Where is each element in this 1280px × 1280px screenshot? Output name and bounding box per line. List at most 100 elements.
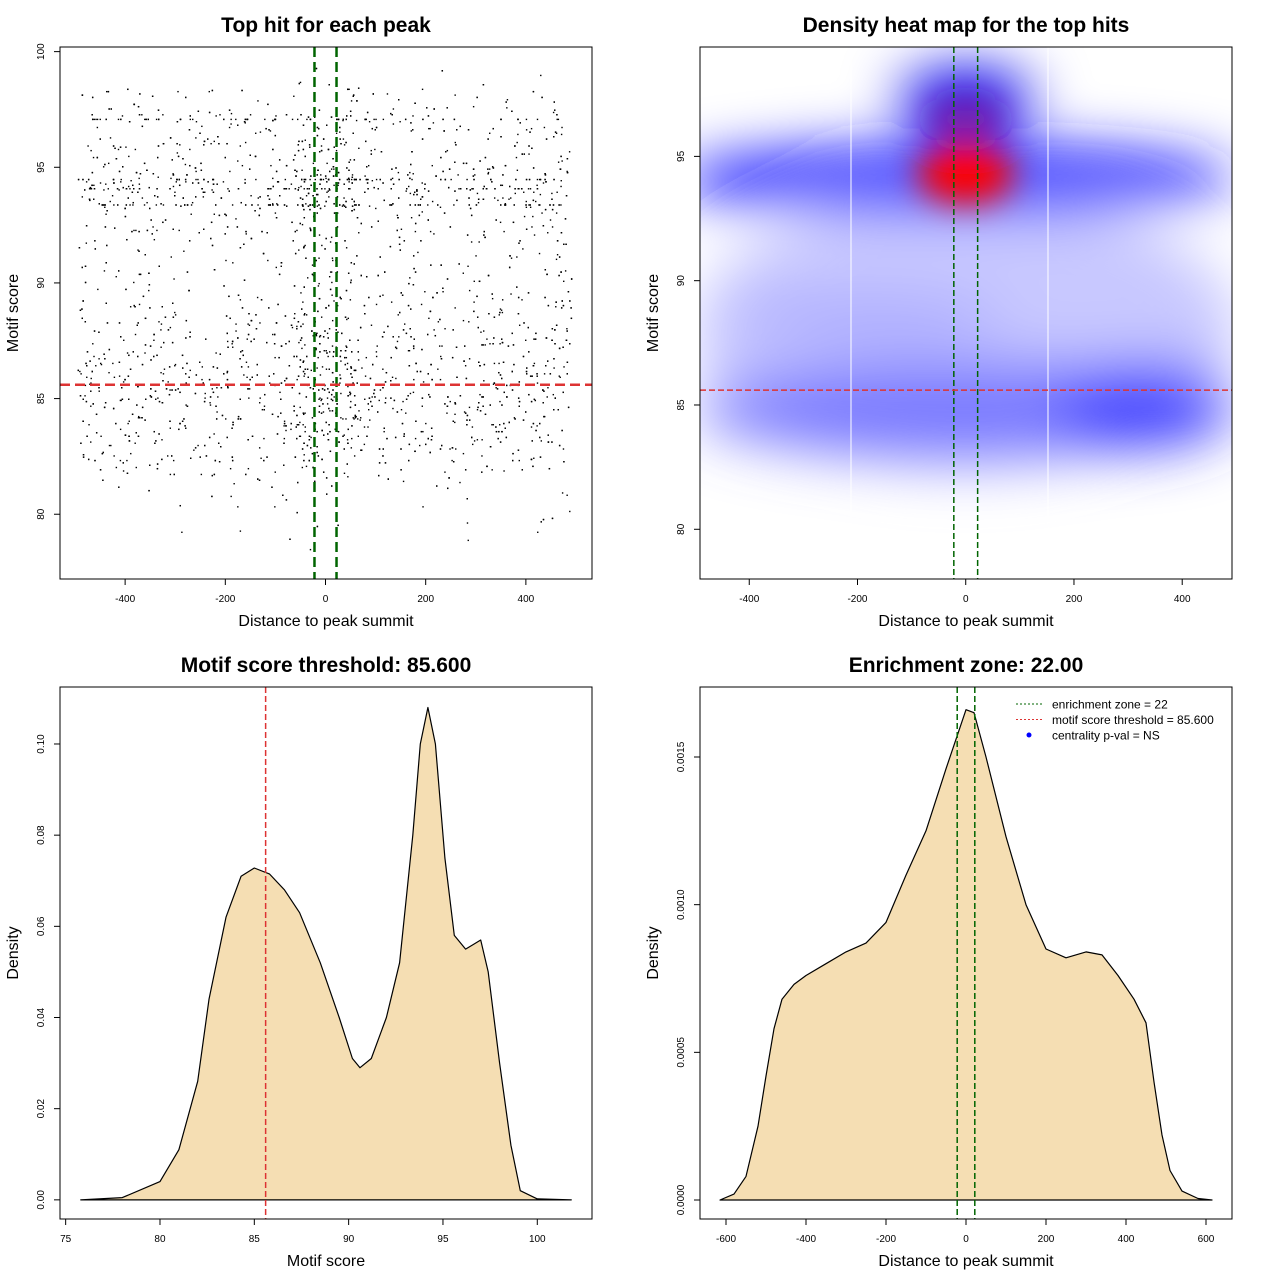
scatter-point <box>247 388 249 390</box>
scatter-point <box>293 405 295 407</box>
scatter-point <box>345 345 347 347</box>
scatter-point <box>158 118 160 121</box>
scatter-point <box>93 355 95 358</box>
scatter-point <box>259 397 261 399</box>
scatter-point <box>318 411 320 413</box>
scatter-point <box>566 158 569 160</box>
scatter-point <box>347 395 349 397</box>
scatter-point <box>340 360 342 362</box>
scatter-point <box>91 114 93 116</box>
scatter-point <box>473 310 475 313</box>
scatter-point <box>128 354 130 357</box>
scatter-point <box>232 424 234 426</box>
scatter-point <box>446 405 449 407</box>
scatter-point <box>155 440 157 442</box>
scatter-point <box>303 413 305 416</box>
scatter-point <box>392 203 394 205</box>
scatter-point <box>124 215 127 218</box>
scatter-point <box>329 288 332 291</box>
scatter-point <box>259 131 262 133</box>
scatter-point <box>290 428 292 431</box>
scatter-point <box>320 149 323 152</box>
scatter-point <box>564 270 567 272</box>
scatter-point <box>91 370 93 373</box>
scatter-point <box>518 324 521 326</box>
scatter-point <box>228 109 231 111</box>
scatter-point <box>294 154 296 156</box>
scatter-point <box>425 422 427 425</box>
scatter-point <box>458 263 460 265</box>
scatter-point <box>150 219 152 221</box>
scatter-point <box>437 321 440 323</box>
scatter-point <box>421 405 423 407</box>
scatter-point <box>328 178 330 181</box>
scatter-point <box>250 340 252 343</box>
scatter-point <box>144 419 146 421</box>
scatter-point <box>299 81 302 84</box>
scatter-point <box>553 408 555 411</box>
scatter-point <box>402 329 405 331</box>
scatter-point <box>558 274 560 277</box>
scatter-point <box>506 384 508 387</box>
scatter-point <box>543 415 545 418</box>
scatter-point <box>484 236 486 239</box>
scatter-point <box>288 365 291 367</box>
scatter-point <box>231 340 234 343</box>
scatter-point <box>499 343 501 345</box>
scatter-point <box>200 162 202 165</box>
scatter-point <box>350 367 353 369</box>
scatter-point <box>310 447 312 449</box>
scatter-point <box>266 232 268 234</box>
scatter-point <box>535 429 537 432</box>
scatter-point <box>105 213 107 215</box>
scatter-point <box>539 193 542 196</box>
scatter-point <box>110 444 112 447</box>
scatter-point <box>213 213 215 215</box>
scatter-point <box>348 188 350 190</box>
scatter-point <box>554 343 556 345</box>
scatter-point <box>368 296 370 299</box>
scatter-point <box>280 382 283 384</box>
scatter-point <box>324 188 326 190</box>
scatter-point <box>517 188 519 190</box>
scatter-point <box>349 159 352 161</box>
scatter-point <box>416 193 418 196</box>
scatter-point <box>120 178 122 181</box>
scatter-point <box>445 151 447 153</box>
scatter-point <box>344 350 347 352</box>
scatter-point <box>446 278 449 280</box>
scatter-point <box>308 459 310 462</box>
scatter-point <box>169 473 172 476</box>
scatter-point <box>99 362 102 365</box>
scatter-point <box>272 148 274 151</box>
scatter-point <box>199 132 201 134</box>
scatter-point <box>510 257 513 259</box>
x-axis-label: Distance to peak summit <box>878 613 1054 630</box>
scatter-point <box>132 351 134 353</box>
scatter-point <box>558 444 561 447</box>
scatter-point <box>342 435 344 437</box>
scatter-point <box>211 89 214 92</box>
scatter-point <box>237 294 240 296</box>
scatter-point <box>231 427 233 429</box>
scatter-point <box>263 408 265 411</box>
heatmap-cell <box>917 143 1014 204</box>
scatter-point <box>298 82 301 85</box>
scatter-point <box>333 146 335 148</box>
scatter-point <box>245 361 248 363</box>
scatter-point <box>508 266 511 269</box>
scatter-point <box>352 382 354 384</box>
scatter-point <box>454 161 456 163</box>
scatter-point <box>401 422 404 425</box>
scatter-point <box>538 204 540 206</box>
scatter-point <box>129 188 131 190</box>
scatter-point <box>484 413 487 416</box>
scatter-point <box>351 210 353 212</box>
scatter-point <box>185 337 187 339</box>
scatter-point <box>367 188 369 190</box>
scatter-point <box>151 95 154 97</box>
scatter-point <box>433 329 435 331</box>
scatter-point <box>407 350 410 352</box>
scatter-point <box>565 195 568 197</box>
